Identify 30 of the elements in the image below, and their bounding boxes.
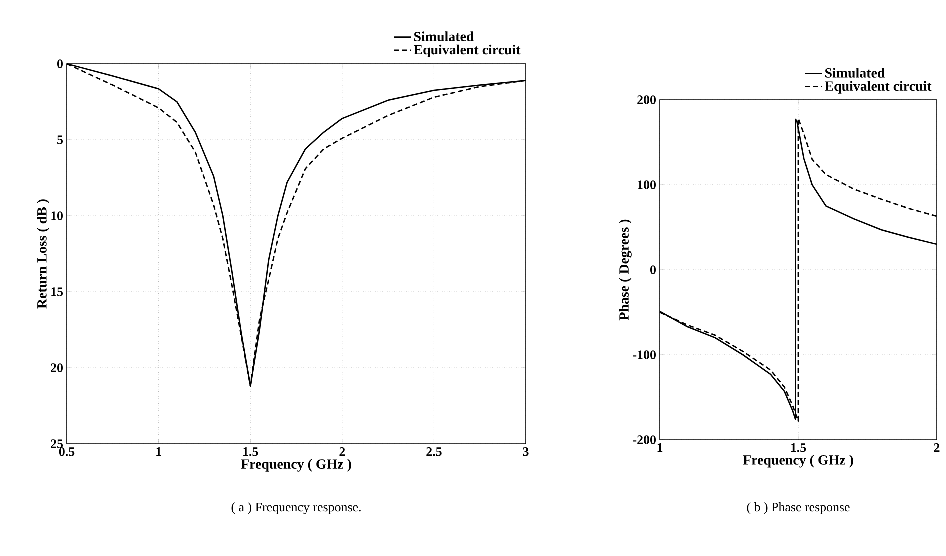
y-axis-title: Return Loss ( dB ) [37,200,50,309]
x-tick-label: 2 [934,444,940,452]
x-tick-label: 0.5 [59,448,75,456]
x-tick-label: 2 [340,448,346,456]
y-tick-label: 5 [58,136,64,144]
y-tick-label: 0 [650,266,656,274]
text: ( a ) Frequency response. [232,502,361,514]
legend-label: Simulated [414,32,474,42]
x-tick-label: 1.5 [791,444,806,452]
x-tick-label: 2.5 [426,448,442,456]
x-axis-title: Frequency ( GHz ) [743,455,854,468]
y-tick-label: -200 [633,436,656,444]
y-tick-label: 100 [638,180,656,190]
x-tick-label: 1 [658,444,663,452]
y-tick-label: 200 [638,96,656,104]
x-tick-label: 1 [156,448,162,456]
x-tick-label: 3 [523,448,529,456]
y-tick-label: 0 [58,60,63,68]
legend-label: Equivalent circuit [414,44,521,58]
y-tick-label: 15 [52,288,64,296]
y-tick-label: 20 [51,364,63,372]
x-tick-label: 1.5 [244,448,258,456]
y-tick-label: 10 [52,212,63,220]
x-axis-title: Frequency ( GHz ) [241,459,352,472]
legend-label: Equivalent circuit [824,81,932,94]
y-tick-label: 25 [51,440,64,448]
text: ( b ) Phase response [747,502,850,514]
y-tick-label: -100 [633,350,656,360]
legend-label: Simulated [826,68,886,78]
y-axis-title: Phase ( Degrees ) [619,220,632,321]
